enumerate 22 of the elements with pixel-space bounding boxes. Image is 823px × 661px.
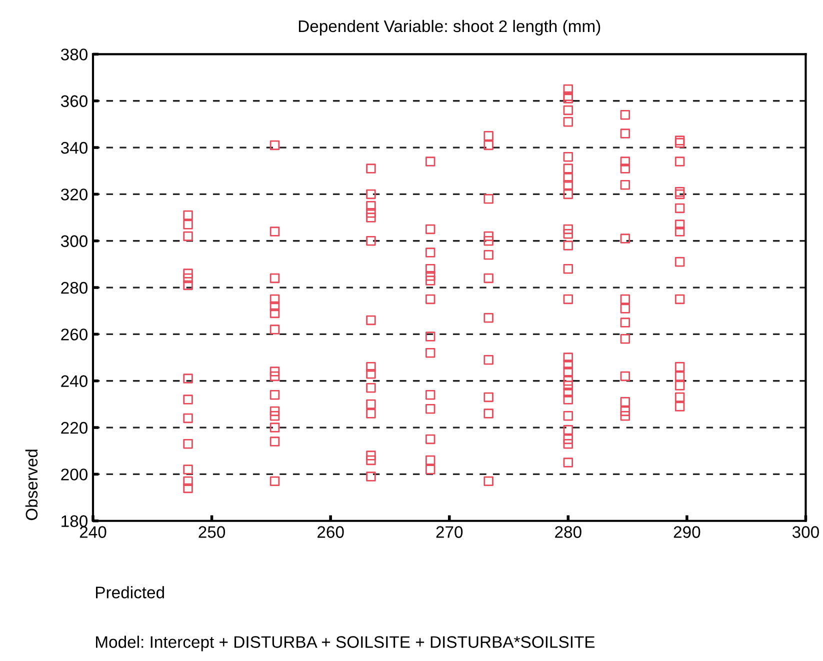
x-tick-label: 270: [436, 526, 463, 538]
x-axis-title: Predicted: [96, 586, 164, 598]
x-tick-label: 260: [318, 526, 344, 538]
y-tick-label: 280: [61, 282, 88, 294]
x-tick-label: 280: [555, 526, 582, 538]
y-tick-label: 380: [60, 48, 88, 60]
y-tick-label: 240: [61, 375, 88, 388]
y-tick-label: 260: [61, 328, 88, 340]
chart-title: Dependent Variable: shoot 2 length (mm): [298, 20, 600, 36]
x-tick-label: 250: [198, 526, 226, 538]
y-tick-label: 340: [60, 142, 88, 154]
y-axis-title: Observed: [25, 450, 38, 520]
text: Model: Intercept + DISTURBA + SOILSITE + DISTURBA*SOILSITE: [96, 636, 595, 652]
y-tick-label: 180: [62, 515, 88, 528]
y-tick-label: 320: [60, 188, 88, 200]
x-tick-label: 300: [792, 526, 819, 538]
x-tick-label: 240: [80, 526, 106, 538]
x-tick-label: 290: [674, 526, 700, 538]
y-tick-label: 200: [61, 468, 88, 480]
y-tick-label: 300: [60, 235, 88, 248]
y-tick-label: 220: [61, 422, 88, 434]
y-tick-label: 360: [60, 95, 88, 108]
